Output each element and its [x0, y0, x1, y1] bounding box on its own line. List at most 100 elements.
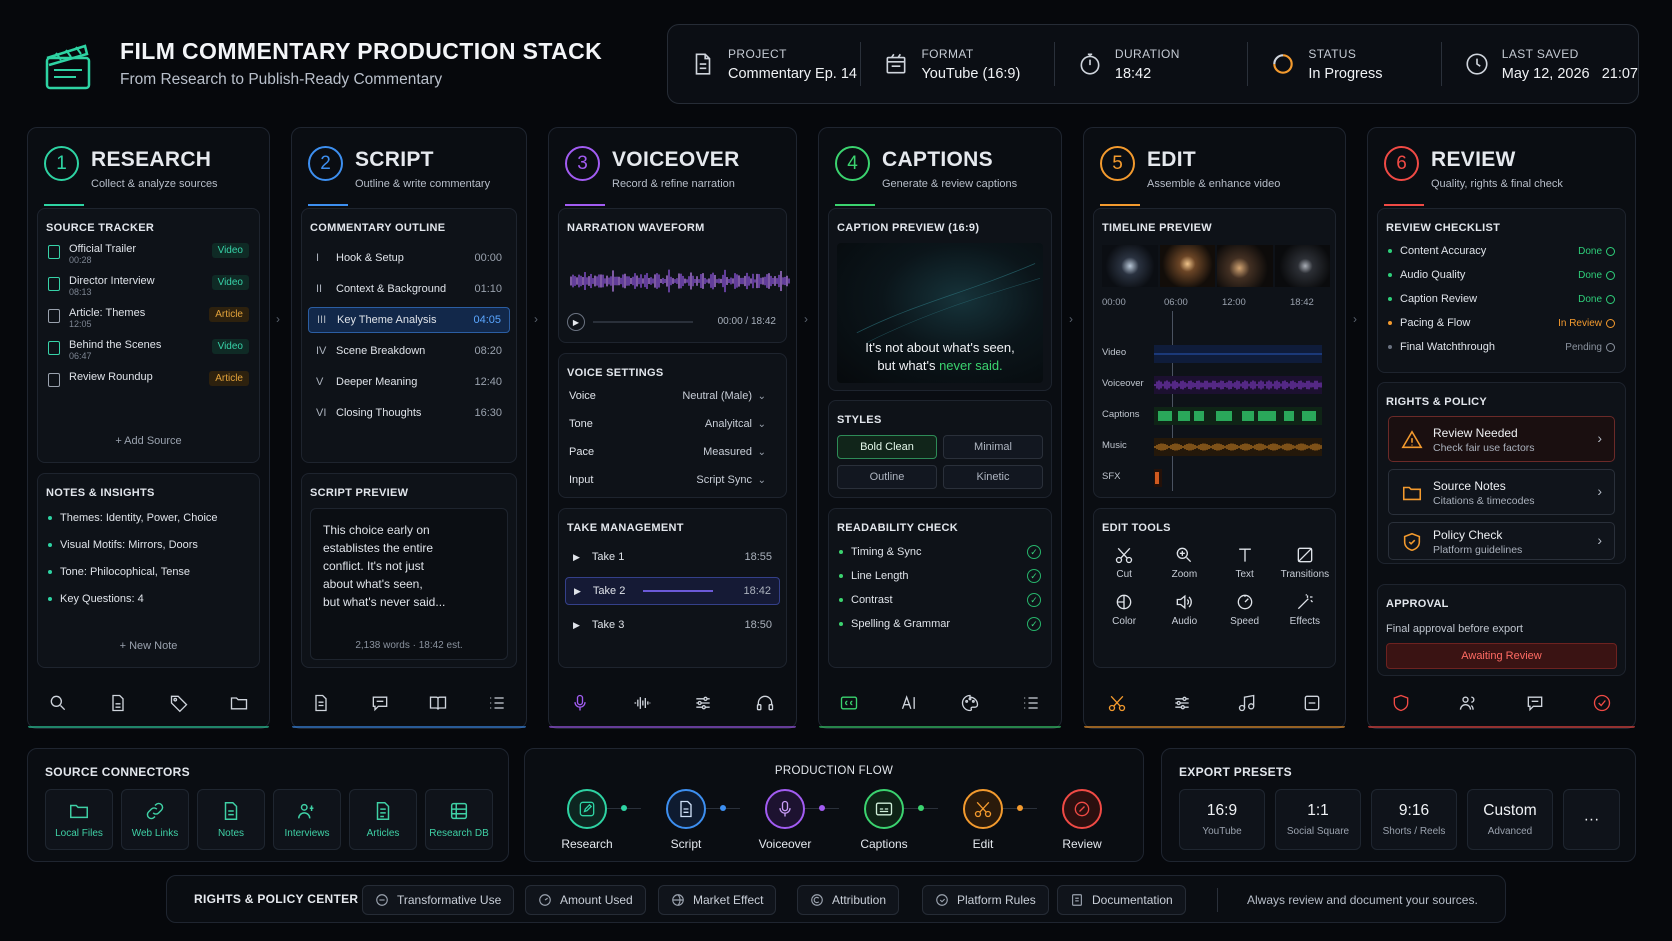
source-row[interactable]: Review Roundup Article [48, 371, 249, 399]
check-circle-icon[interactable] [1592, 693, 1612, 713]
outline-item[interactable]: III Key Theme Analysis 04:05 [308, 307, 510, 333]
tool-speed[interactable]: Speed [1215, 592, 1275, 627]
note-item[interactable]: Themes: Identity, Power, Choice [48, 512, 249, 524]
thumbnail-strip[interactable] [1102, 245, 1330, 287]
flow-step-research[interactable]: Research [542, 789, 632, 851]
outline-item[interactable]: V Deeper Meaning 12:40 [308, 369, 510, 395]
tool-audio[interactable]: Audio [1154, 592, 1214, 627]
play-button[interactable]: ▶ [567, 313, 585, 331]
pill-amount-used[interactable]: Amount Used [525, 885, 646, 915]
folder-icon[interactable] [229, 693, 249, 713]
checklist-item[interactable]: Content Accuracy Done [1388, 245, 1615, 257]
voice-setting-row[interactable]: Voice Neutral (Male) ⌄ [569, 390, 776, 402]
timeline-tracks[interactable] [1154, 343, 1324, 488]
playback-scrubber[interactable] [593, 321, 693, 323]
style-kinetic-button[interactable]: Kinetic [943, 465, 1043, 489]
source-row[interactable]: Official Trailer 00:28 Video [48, 243, 249, 271]
style-bold-clean-button[interactable]: Bold Clean [837, 435, 937, 459]
pill-platform-rules[interactable]: Platform Rules [922, 885, 1049, 915]
pill-transformative-use[interactable]: Transformative Use [362, 885, 515, 915]
source-row[interactable]: Behind the Scenes 06:47 Video [48, 339, 249, 367]
outline-item[interactable]: I Hook & Setup 00:00 [308, 245, 510, 271]
music-note-icon[interactable] [1237, 693, 1257, 713]
closed-captions-icon[interactable] [839, 693, 859, 713]
voice-setting-row[interactable]: Input Script Sync ⌄ [569, 474, 776, 486]
preset-custom[interactable]: Custom Advanced [1467, 789, 1553, 850]
take-row[interactable]: ▶ Take 1 18:55 [565, 543, 780, 571]
preset-social-square[interactable]: 1:1 Social Square [1275, 789, 1361, 850]
microphone-icon[interactable] [570, 693, 590, 713]
book-icon[interactable] [428, 693, 448, 713]
document-icon[interactable] [108, 693, 128, 713]
palette-icon[interactable] [960, 693, 980, 713]
flow-step-edit[interactable]: Edit [938, 789, 1028, 851]
play-icon[interactable]: ▶ [574, 585, 581, 596]
outline-item[interactable]: II Context & Background 01:10 [308, 276, 510, 302]
sliders-icon[interactable] [1172, 693, 1192, 713]
script-preview-box[interactable]: This choice early on establistes the enti… [310, 508, 508, 660]
note-item[interactable]: Tone: Philocophical, Tense [48, 566, 249, 578]
comment-icon[interactable] [370, 693, 390, 713]
sliders-icon[interactable] [693, 693, 713, 713]
pill-documentation[interactable]: Documentation [1057, 885, 1186, 915]
flow-step-voiceover[interactable]: Voiceover [740, 789, 830, 851]
scissors-icon[interactable] [1107, 693, 1127, 713]
preset-youtube[interactable]: 16:9 YouTube [1179, 789, 1265, 850]
tool-transitions[interactable]: Transitions [1275, 545, 1335, 580]
users-icon[interactable] [1458, 693, 1478, 713]
pill-attribution[interactable]: Attribution [797, 885, 900, 915]
headphones-icon[interactable] [755, 693, 775, 713]
connector-local-files[interactable]: Local Files [45, 789, 113, 850]
list-icon[interactable] [1021, 693, 1041, 713]
outline-item[interactable]: IV Scene Breakdown 08:20 [308, 338, 510, 364]
checklist-item[interactable]: Final Watchthrough Pending [1388, 341, 1615, 353]
comment-icon[interactable] [1525, 693, 1545, 713]
source-notes-action[interactable]: Source Notes Citations & timecodes › [1388, 469, 1615, 515]
source-row[interactable]: Director Interview 08:13 Video [48, 275, 249, 303]
preset-shorts-reels[interactable]: 9:16 Shorts / Reels [1371, 789, 1457, 850]
waveform-graphic[interactable] [569, 261, 791, 301]
search-icon[interactable] [48, 693, 68, 713]
note-item[interactable]: Visual Motifs: Mirrors, Doors [48, 539, 249, 551]
flow-step-script[interactable]: Script [641, 789, 731, 851]
note-item[interactable]: Key Questions: 4 [48, 593, 249, 605]
tool-cut[interactable]: Cut [1094, 545, 1154, 580]
review-needed-action[interactable]: Review Needed Check fair use factors › [1388, 416, 1615, 462]
play-icon[interactable]: ▶ [573, 551, 580, 562]
new-note-button[interactable]: + New Note [119, 640, 178, 652]
tool-text[interactable]: Text [1215, 545, 1275, 580]
tool-color[interactable]: Color [1094, 592, 1154, 627]
take-row[interactable]: ▶ Take 2 18:42 [565, 577, 780, 605]
connector-articles[interactable]: Articles [349, 789, 417, 850]
connector-web-links[interactable]: Web Links [121, 789, 189, 850]
awaiting-review-button[interactable]: Awaiting Review [1386, 643, 1617, 669]
list-icon[interactable] [487, 693, 507, 713]
voice-setting-row[interactable]: Tone Analyitcal ⌄ [569, 418, 776, 430]
playhead[interactable] [1172, 311, 1173, 491]
play-icon[interactable]: ▶ [573, 619, 580, 630]
document-icon[interactable] [311, 693, 331, 713]
voice-setting-row[interactable]: Pace Measured ⌄ [569, 446, 776, 458]
flow-step-captions[interactable]: Captions [839, 789, 929, 851]
take-row[interactable]: ▶ Take 3 18:50 [565, 611, 780, 639]
more-presets-button[interactable]: ··· [1563, 789, 1620, 850]
policy-check-action[interactable]: Policy Check Platform guidelines › [1388, 522, 1615, 560]
connector-research-db[interactable]: Research DB [425, 789, 493, 850]
checklist-item[interactable]: Audio Quality Done [1388, 269, 1615, 281]
add-source-button[interactable]: + Add Source [115, 435, 182, 447]
checklist-item[interactable]: Pacing & Flow In Review [1388, 317, 1615, 329]
flow-step-review[interactable]: Review [1037, 789, 1127, 851]
tag-icon[interactable] [169, 693, 189, 713]
caption-video-frame[interactable]: It's not about what's seen, but what's n… [837, 243, 1043, 383]
minus-box-icon[interactable] [1302, 693, 1322, 713]
checklist-item[interactable]: Caption Review Done [1388, 293, 1615, 305]
style-minimal-button[interactable]: Minimal [943, 435, 1043, 459]
source-row[interactable]: Article: Themes 12:05 Article [48, 307, 249, 335]
connector-notes[interactable]: Notes [197, 789, 265, 850]
pill-market-effect[interactable]: Market Effect [658, 885, 777, 915]
shield-icon[interactable] [1391, 693, 1411, 713]
outline-item[interactable]: VI Closing Thoughts 16:30 [308, 400, 510, 426]
style-outline-button[interactable]: Outline [837, 465, 937, 489]
waveform-icon[interactable] [632, 693, 652, 713]
connector-interviews[interactable]: Interviews [273, 789, 341, 850]
